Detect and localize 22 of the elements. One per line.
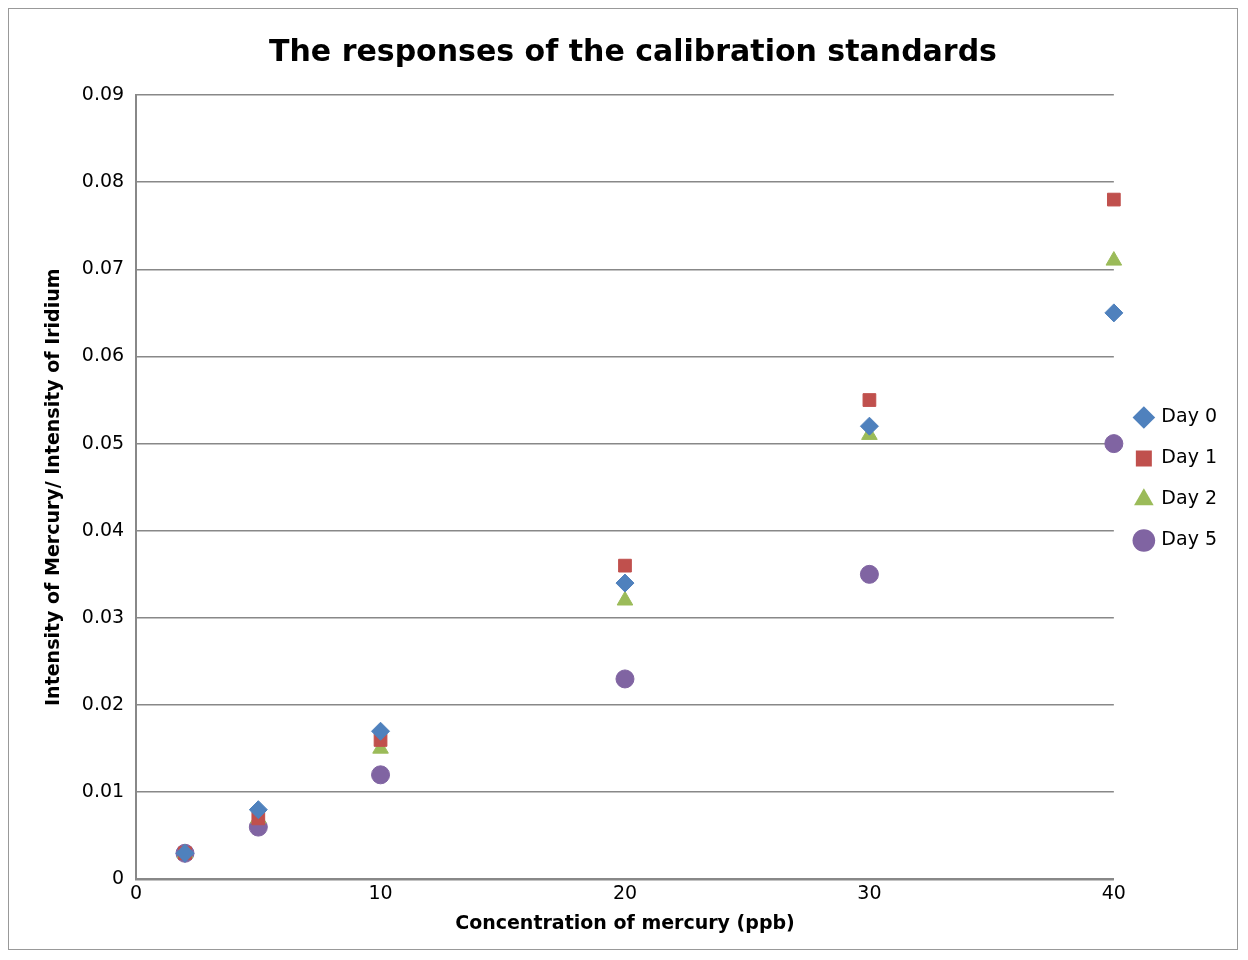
x-tick-label: 20 (612, 880, 638, 903)
y-tick-label: 0.04 (81, 517, 125, 540)
x-tick-label: 0 (130, 880, 143, 903)
x-tick-label: 10 (368, 880, 393, 903)
y-tick-label: 0.05 (81, 430, 125, 453)
legend-label: Day 5 (1161, 527, 1218, 550)
y-tick-label: 0.03 (81, 604, 125, 627)
chart-title: The responses of the calibration standards (269, 32, 997, 68)
y-tick-label: 0 (112, 866, 125, 889)
y-tick-label: 0.06 (81, 343, 125, 366)
y-tick-label: 0.01 (81, 779, 125, 802)
legend-label: Day 0 (1161, 404, 1218, 427)
x-tick-label: 40 (1101, 880, 1126, 903)
x-axis-title: Concentration of mercury (ppb) (455, 910, 795, 933)
y-tick-label: 0.07 (81, 256, 125, 279)
x-tick-label: 30 (857, 880, 882, 903)
legend-label: Day 2 (1161, 486, 1218, 509)
y-tick-label: 0.08 (81, 169, 125, 192)
legend-label: Day 1 (1161, 445, 1218, 468)
y-tick-label: 0.09 (81, 81, 125, 104)
y-axis-title: Intensity of Mercury/ Intensity of Iridium (41, 268, 64, 706)
y-tick-label: 0.02 (81, 692, 125, 715)
